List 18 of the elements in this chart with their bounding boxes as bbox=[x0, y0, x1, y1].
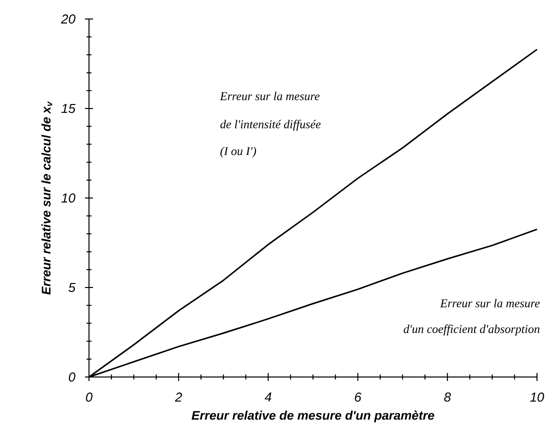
x-tick-label: 0 bbox=[86, 392, 92, 402]
y-tick-label: 20 bbox=[61, 14, 76, 24]
x-tick-label: 8 bbox=[444, 392, 451, 402]
y-tick-label: 5 bbox=[68, 282, 76, 292]
y-tick-label: 0 bbox=[68, 372, 76, 382]
annotation: de l'intensité diffusée bbox=[220, 120, 321, 131]
x-tick-label: 4 bbox=[264, 392, 272, 402]
y-tick-label: 10 bbox=[61, 193, 76, 203]
annotation: d'un coefficient d'absorption bbox=[404, 324, 540, 336]
x-axis-title: Erreur relative de mesure d'un paramètre bbox=[192, 410, 434, 422]
annotation: Erreur sur la mesure bbox=[440, 298, 540, 308]
x-tick-label: 10 bbox=[530, 392, 544, 402]
y-axis-title: Erreur relative sur le calcul de x$_{v}$ bbox=[41, 101, 52, 295]
y-tick-label: 15 bbox=[61, 104, 76, 114]
annotation: (I ou I') bbox=[220, 146, 256, 158]
x-tick-label: 2 bbox=[174, 392, 182, 402]
annotation: Erreur sur la mesure bbox=[220, 92, 320, 100]
x-tick-label: 6 bbox=[354, 392, 362, 402]
